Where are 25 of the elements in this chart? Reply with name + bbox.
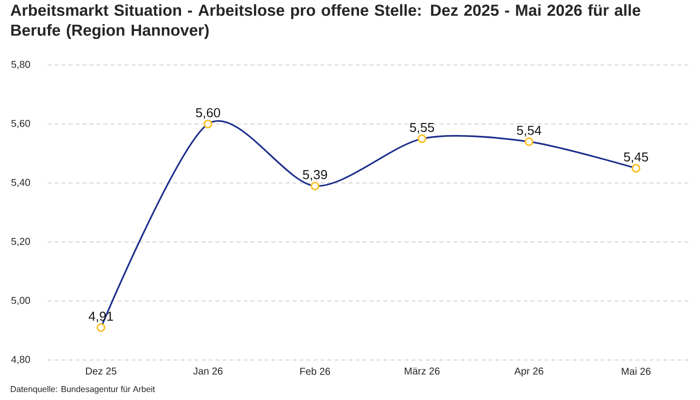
x-tick-label: Jan 26 [193, 368, 223, 375]
y-tick-label: 5,00 [11, 296, 30, 306]
point [204, 120, 212, 128]
x-tick-label: Feb 26 [300, 368, 330, 375]
y-tick-label: 5,40 [11, 178, 30, 188]
x-tick-label: März 26 [404, 368, 440, 375]
y-tick-label: 5,80 [11, 60, 30, 70]
text: Datenquelle: Bundesagentur für Arbeit [10, 386, 155, 394]
point [632, 164, 640, 173]
point [310, 182, 320, 190]
point [96, 323, 106, 332]
x-tick-label: Dez 25 [86, 368, 116, 375]
point [524, 137, 534, 146]
point [418, 134, 426, 144]
y-tick-label: 5,20 [11, 238, 30, 246]
data-label: 5,60 [196, 108, 220, 119]
chart-title: Arbeitsmarkt Situation - Arbeitslose pro offene Stelle: Dez 2025 - Mai 2026 für alle Berufe (Region Hannover) [10, 4, 640, 40]
data-label: 5,54 [516, 126, 542, 136]
x-tick-label: Apr 26 [514, 368, 544, 377]
data-label: 5,39 [302, 170, 327, 181]
data-label: 5,45 [624, 152, 648, 164]
x-tick-label: Mai 26 [622, 368, 651, 375]
data-label: 5,55 [410, 122, 434, 134]
y-tick-label: 5,60 [11, 120, 30, 128]
y-tick-label: 4,80 [11, 356, 30, 364]
